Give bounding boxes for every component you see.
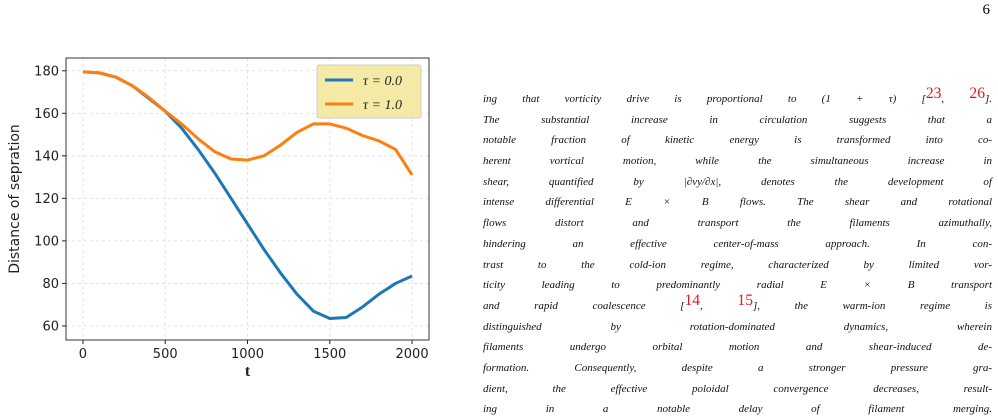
text-span: , xyxy=(941,93,970,106)
text-line: trast to the cold-ion regime, characteri… xyxy=(483,250,992,271)
text-line: dient, the effective poloidal convergenc… xyxy=(483,374,992,395)
text-span: /∂x|, denotes the development of xyxy=(701,175,992,188)
text-span: ], the warm-ion regime is xyxy=(752,299,992,312)
text-span: shear, quantified by |∂v xyxy=(483,175,698,188)
text-span: and rapid coalescence [ xyxy=(483,299,685,312)
text-span: formation. Consequently, despite a stron… xyxy=(483,362,992,375)
text-span: flows distort and transport the filament… xyxy=(483,217,992,230)
text-span: trast to the cold-ion regime, characteri… xyxy=(483,258,992,271)
text-line: herent vortical motion, while the simult… xyxy=(483,146,992,167)
text-line: hindering an effective center-of-mass ap… xyxy=(483,229,992,250)
citation[interactable]: 23 xyxy=(925,85,942,102)
y-tick-label: 180 xyxy=(34,64,59,79)
text-span: ing that vorticity drive is proportional… xyxy=(483,93,926,106)
text-span: intense differential E × B flows. The sh… xyxy=(483,196,992,209)
text-line: The substantial increase in circulation … xyxy=(483,105,992,126)
text-line: formation. Consequently, despite a stron… xyxy=(483,353,992,374)
plot-frame xyxy=(65,57,430,341)
chart: 60 80 100 120 140 160 180 0 500 1000 1500 2000 t Dist… xyxy=(7,57,430,380)
x-axis-label: t xyxy=(245,363,251,380)
text-span: , xyxy=(700,299,738,312)
y-tick-label: 100 xyxy=(34,234,59,249)
text-span: herent vortical motion, while the simult… xyxy=(483,155,992,168)
citation[interactable]: 14 xyxy=(684,291,701,309)
page-number: 6 xyxy=(982,2,991,18)
x-tick-label: 0 xyxy=(79,347,87,362)
text-line: filaments undergo orbital motion and she… xyxy=(483,332,992,353)
text-line: shear, quantified by |∂vy/∂x|, denotes t… xyxy=(483,167,992,188)
text-line: distinguished by rotation-dominated dyna… xyxy=(483,312,992,333)
x-tick-label: 1000 xyxy=(231,347,264,362)
text-span: ing in a notable delay of filament mergi… xyxy=(483,403,992,416)
text-span: The substantial increase in circulation … xyxy=(483,113,992,126)
y-tick-label: 80 xyxy=(42,277,59,292)
y-tick-label: 60 xyxy=(42,319,59,334)
x-tick-label: 2000 xyxy=(396,347,429,362)
text-line: intense differential E × B flows. The sh… xyxy=(483,187,992,209)
series-line xyxy=(82,70,414,176)
legend-label: τ = 1.0 xyxy=(363,98,402,113)
y-tick-label: 140 xyxy=(34,149,59,164)
text-span: ticity leading to predominantly radial E… xyxy=(483,279,992,292)
text-span: filaments undergo orbital motion and she… xyxy=(483,341,992,354)
text-span: ]. xyxy=(984,93,993,106)
text-span: distinguished by rotation-dominated dyna… xyxy=(483,320,992,333)
x-tick-label: 1500 xyxy=(313,347,346,362)
legend-label: τ = 0.0 xyxy=(363,74,402,89)
text-line: flows distort and transport the filament… xyxy=(483,208,992,229)
text-column: ing that vorticity drive is proportional… xyxy=(483,84,992,415)
text-span: hindering an effective center-of-mass ap… xyxy=(483,237,992,250)
text-span: notable fraction of kinetic energy is tr… xyxy=(483,134,992,147)
text-line: ticity leading to predominantly radial E… xyxy=(483,270,992,291)
text-line: notable fraction of kinetic energy is tr… xyxy=(483,125,992,146)
text-line: and rapid coalescence [14, 15], the warm… xyxy=(483,291,992,312)
text-span: dient, the effective poloidal convergenc… xyxy=(483,382,992,395)
citation[interactable]: 15 xyxy=(737,291,753,309)
text-span: y xyxy=(697,175,702,188)
citation[interactable]: 26 xyxy=(969,85,985,102)
y-tick-label: 160 xyxy=(34,107,59,122)
x-tick-label: 500 xyxy=(153,347,178,362)
y-tick-label: 120 xyxy=(34,192,59,207)
y-axis-label: Distance of sepration xyxy=(7,124,23,274)
text-line: ing that vorticity drive is proportional… xyxy=(483,84,992,105)
